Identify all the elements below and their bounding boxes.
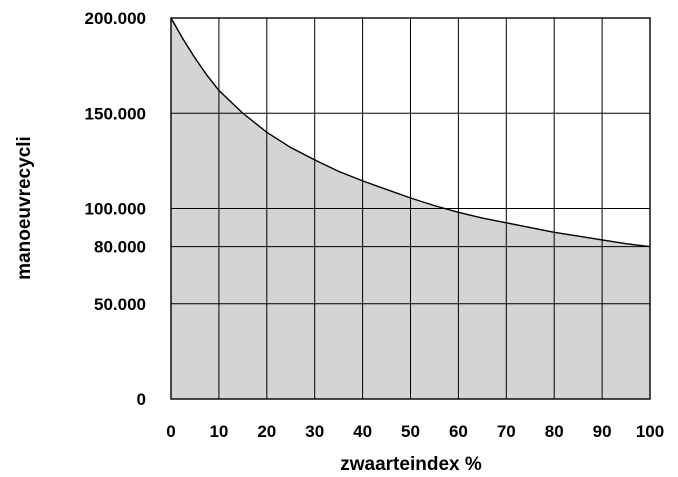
y-tick-label: 50.000 [94, 295, 146, 314]
y-tick-labels: 0 50.000 80.000 100.000 150.000 200.000 [85, 9, 146, 409]
grid-layer [171, 18, 650, 399]
x-tick-label: 10 [209, 422, 228, 441]
x-axis-label: zwaarteindex % [340, 454, 482, 475]
x-tick-label: 50 [401, 422, 420, 441]
x-tick-label: 80 [545, 422, 564, 441]
x-tick-labels: 0 10 20 30 40 50 60 70 80 90 100 [166, 422, 664, 441]
x-tick-label: 0 [166, 422, 175, 441]
y-tick-label: 150.000 [85, 104, 146, 123]
frame-layer [170, 17, 651, 400]
x-tick-label: 30 [305, 422, 324, 441]
y-tick-label: 0 [137, 390, 146, 409]
y-tick-label: 200.000 [85, 9, 146, 28]
y-axis-label: manoeuvrecycli [14, 136, 35, 280]
y-tick-label: 100.000 [85, 200, 146, 219]
x-tick-label: 20 [257, 422, 276, 441]
y-tick-label: 80.000 [94, 238, 146, 257]
x-tick-label: 60 [449, 422, 468, 441]
x-tick-label: 90 [593, 422, 612, 441]
x-tick-label: 70 [497, 422, 516, 441]
plot-frame [170, 17, 651, 400]
x-tick-label: 100 [636, 422, 664, 441]
x-tick-label: 40 [353, 422, 372, 441]
curve-layer [170, 17, 651, 248]
series-line [170, 17, 651, 248]
